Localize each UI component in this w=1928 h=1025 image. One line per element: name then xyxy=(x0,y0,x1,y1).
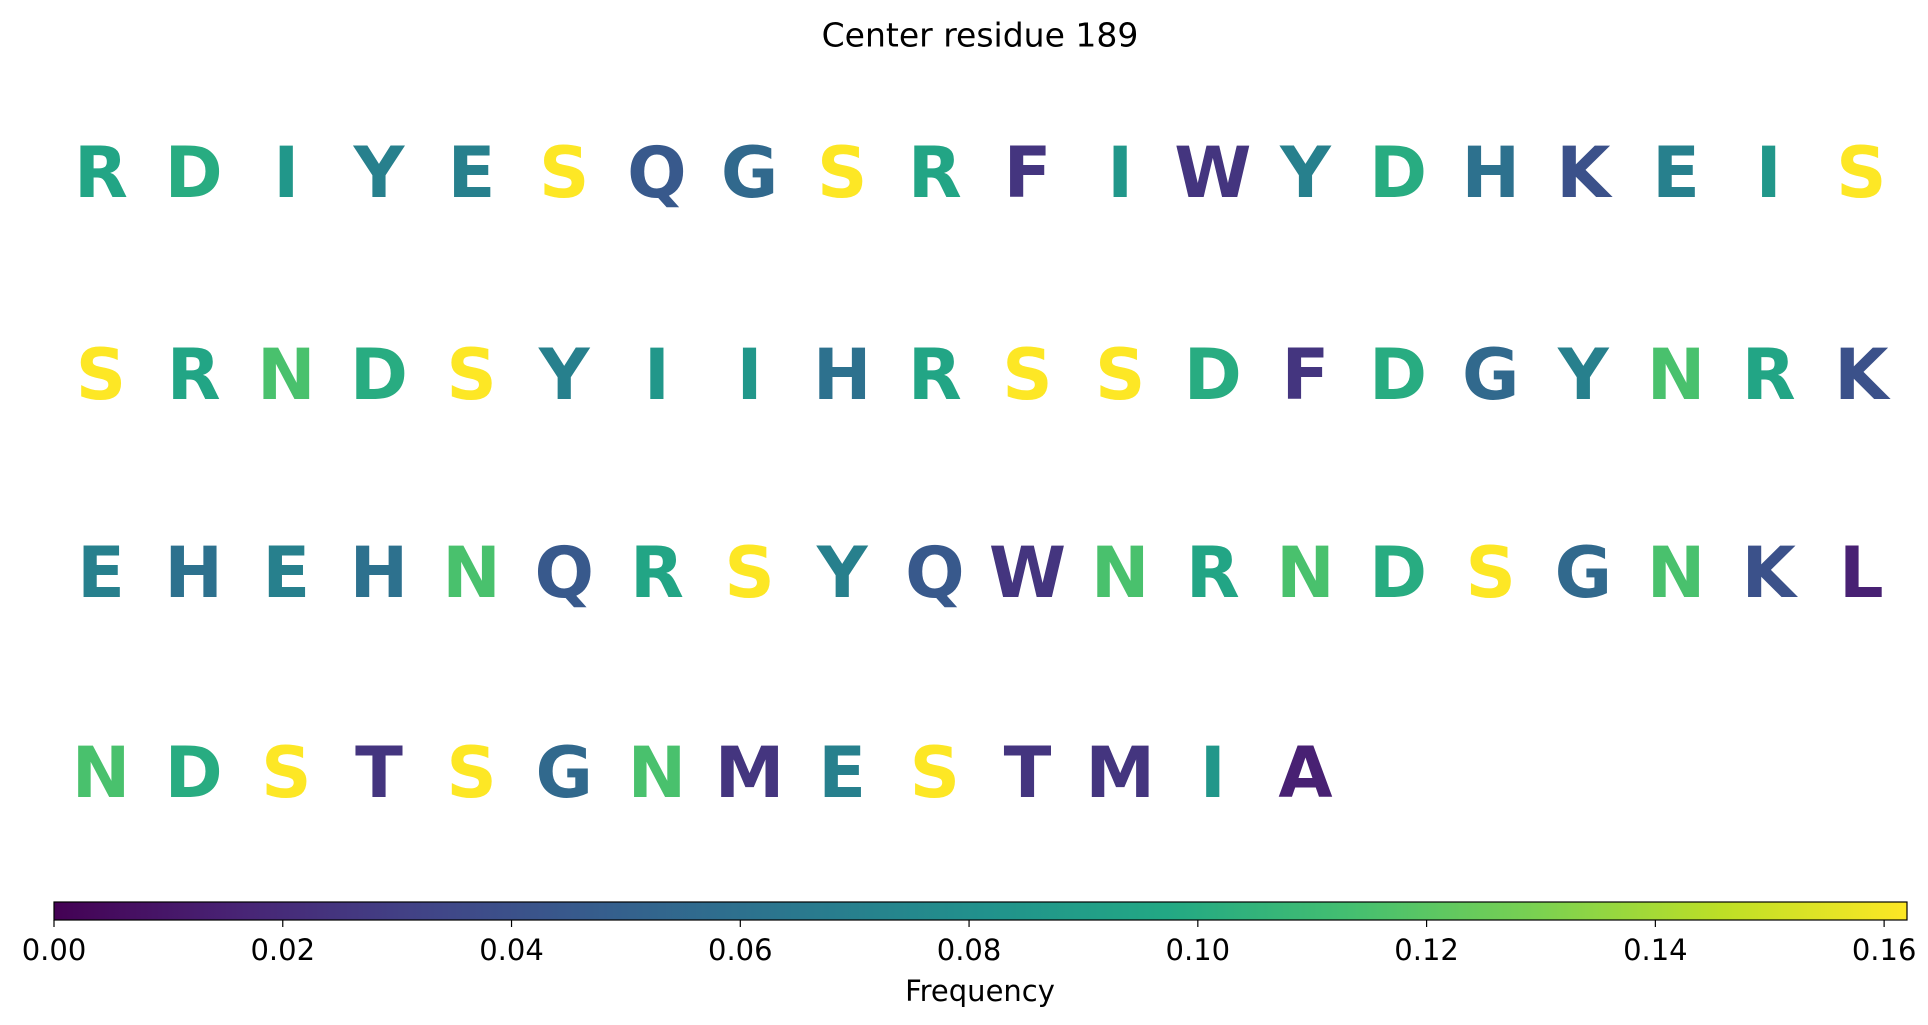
residue-letter: Q xyxy=(627,132,687,214)
residue-letter: R xyxy=(1186,532,1240,614)
residue-letter: E xyxy=(1652,132,1700,214)
residue-letter: S xyxy=(76,334,126,416)
residue-letter: D xyxy=(1184,334,1242,416)
residue-letter: G xyxy=(536,732,593,814)
residue-letter: I xyxy=(1756,132,1782,214)
residue-letter: Q xyxy=(534,532,594,614)
residue-letter: W xyxy=(989,532,1066,614)
residue-letter: S xyxy=(261,732,311,814)
residue-letter: N xyxy=(72,732,131,814)
residue-letter: S xyxy=(910,732,960,814)
colorbar-tick-label: 0.14 xyxy=(1623,933,1688,967)
colorbar-tick-label: 0.08 xyxy=(937,933,1002,967)
residue-letter: H xyxy=(813,334,872,416)
residue-letter: Y xyxy=(1279,132,1332,214)
colorbar-label: Frequency xyxy=(905,974,1055,1008)
colorbar-tick-label: 0.00 xyxy=(22,933,87,967)
residue-letter: R xyxy=(167,334,221,416)
residue-letter: T xyxy=(1004,732,1052,814)
residue-letter: T xyxy=(355,732,403,814)
colorbar-tick-label: 0.02 xyxy=(250,933,315,967)
residue-letter: S xyxy=(1095,334,1145,416)
residue-letter: S xyxy=(539,132,589,214)
residue-letter: I xyxy=(273,132,299,214)
colorbar-tick-label: 0.16 xyxy=(1852,933,1917,967)
residue-letter: Y xyxy=(1557,334,1610,416)
residue-letter: F xyxy=(1282,334,1330,416)
residue-letter: I xyxy=(644,334,670,416)
residue-letter: N xyxy=(1091,532,1150,614)
residue-letter: E xyxy=(818,732,866,814)
residue-letter: K xyxy=(1834,334,1891,416)
chart-title: Center residue 189 xyxy=(822,16,1139,55)
residue-letter: R xyxy=(908,334,962,416)
residue-letter: K xyxy=(1556,132,1613,214)
colorbar-tick-label: 0.10 xyxy=(1166,933,1231,967)
residue-letter: K xyxy=(1742,532,1799,614)
residue-letter: Y xyxy=(816,532,869,614)
residue-letter: Y xyxy=(538,334,591,416)
residue-letter: M xyxy=(1085,732,1155,814)
residue-letter: N xyxy=(1647,334,1706,416)
residue-letter: S xyxy=(446,732,496,814)
residue-letter: D xyxy=(1369,532,1427,614)
residue-letter: G xyxy=(721,132,778,214)
residue-letter: H xyxy=(164,532,223,614)
residue-letter: S xyxy=(817,132,867,214)
residue-letter: S xyxy=(446,334,496,416)
residue-letter: Y xyxy=(353,132,406,214)
residue-letter: S xyxy=(1002,334,1052,416)
residue-letter: N xyxy=(1276,532,1335,614)
colorbar-tick-label: 0.04 xyxy=(479,933,544,967)
residue-letter: N xyxy=(628,732,687,814)
residue-letter: S xyxy=(1466,532,1516,614)
residue-letter: F xyxy=(1004,132,1052,214)
residue-letter: M xyxy=(715,732,785,814)
residue-letter: G xyxy=(1555,532,1612,614)
residue-letter: E xyxy=(262,532,310,614)
colorbar-tick-label: 0.12 xyxy=(1394,933,1459,967)
residue-letter: E xyxy=(77,532,125,614)
residue-letter: R xyxy=(1742,334,1796,416)
colorbar-tick-label: 0.06 xyxy=(708,933,773,967)
residue-letter: I xyxy=(1107,132,1133,214)
residue-letter: D xyxy=(350,334,408,416)
residue-letter: N xyxy=(442,532,501,614)
residue-letter: I xyxy=(737,334,763,416)
residue-letter: D xyxy=(1369,132,1427,214)
residue-letter: H xyxy=(350,532,409,614)
residue-letter: A xyxy=(1278,732,1332,814)
residue-letter: W xyxy=(1174,132,1251,214)
colorbar xyxy=(53,901,1908,921)
residue-letter: G xyxy=(1462,334,1519,416)
residue-letter: H xyxy=(1461,132,1520,214)
residue-letter: R xyxy=(74,132,128,214)
residue-letter: R xyxy=(630,532,684,614)
residue-letter: D xyxy=(1369,334,1427,416)
residue-letter: N xyxy=(1647,532,1706,614)
residue-letter: I xyxy=(1200,732,1226,814)
residue-letter: Q xyxy=(905,532,965,614)
residue-letter: S xyxy=(724,532,774,614)
residue-letter: E xyxy=(448,132,496,214)
residue-letter: L xyxy=(1839,532,1884,614)
residue-letter: S xyxy=(1836,132,1886,214)
residue-letter: D xyxy=(165,132,223,214)
residue-letter: N xyxy=(257,334,316,416)
residue-letter: D xyxy=(165,732,223,814)
residue-letter: R xyxy=(908,132,962,214)
